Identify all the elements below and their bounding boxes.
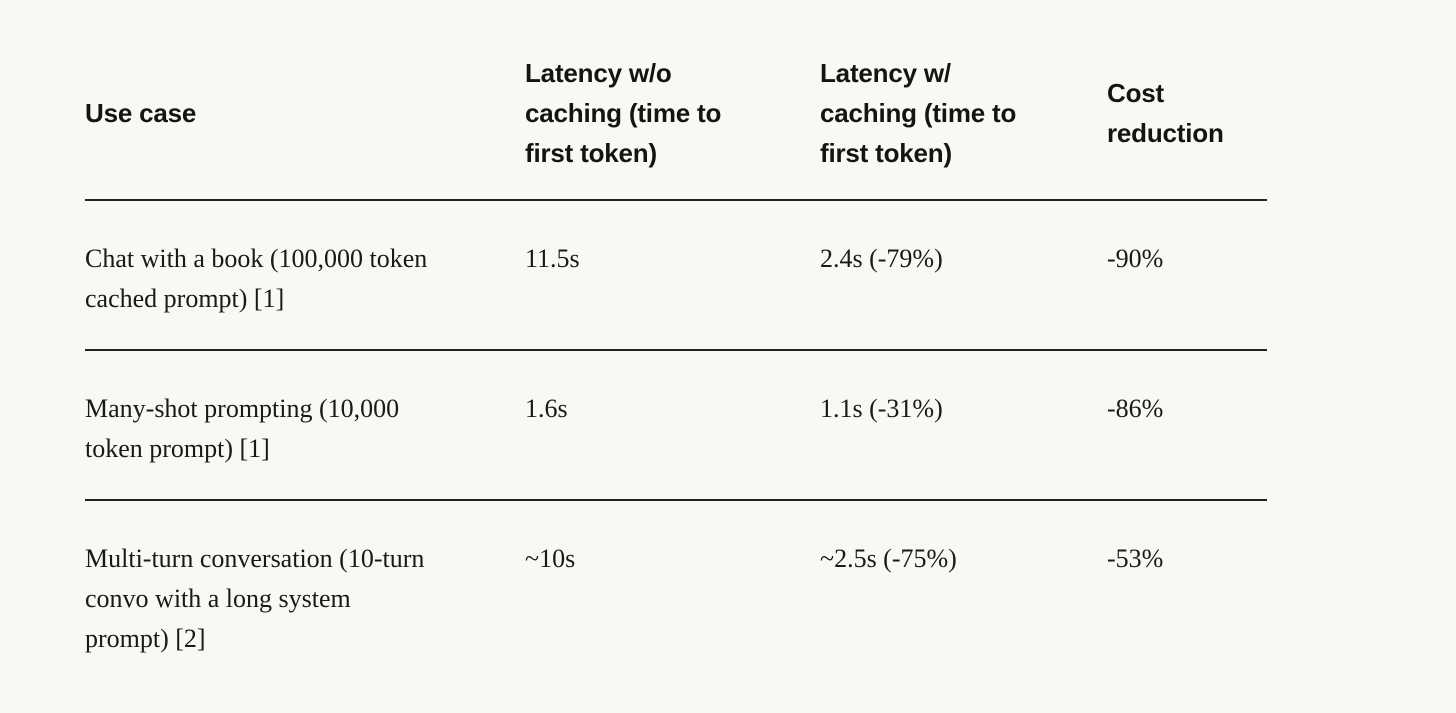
column-header-label: Cost reduction <box>1107 78 1224 148</box>
column-header-cost-reduction: Cost reduction <box>1107 53 1267 200</box>
column-header-latency-without-caching: Latency w/o caching (time to first token… <box>525 53 820 200</box>
use-case-cell: Many-shot prompting (10,000 token prompt… <box>85 350 525 500</box>
latency-with-caching-cell: 2.4s (-79%) <box>820 244 943 273</box>
column-header-label: Latency w/o caching (time to first token… <box>525 58 722 168</box>
use-case-text: Many-shot prompting (10,000 token prompt… <box>85 394 400 463</box>
use-case-cell: Multi-turn conversation (10-turn convo w… <box>85 500 525 689</box>
cost-reduction-cell: -90% <box>1107 244 1164 273</box>
use-case-text: Multi-turn conversation (10-turn convo w… <box>85 544 425 653</box>
table-row: Chat with a book (100,000 token cached p… <box>85 200 1267 350</box>
use-case-cell: Chat with a book (100,000 token cached p… <box>85 200 525 350</box>
column-header-latency-with-caching: Latency w/ caching (time to first token) <box>820 53 1107 200</box>
latency-without-caching-cell: 11.5s <box>525 244 580 273</box>
column-header-use-case: Use case <box>85 53 525 200</box>
cost-reduction-cell: -53% <box>1107 544 1164 573</box>
column-header-label: Latency w/ caching (time to first token) <box>820 58 1017 168</box>
use-case-text: Chat with a book (100,000 token cached p… <box>85 244 428 313</box>
caching-comparison-table: Use case Latency w/o caching (time to fi… <box>85 53 1267 689</box>
column-header-label: Use case <box>85 98 197 128</box>
cost-reduction-cell: -86% <box>1107 394 1164 423</box>
latency-without-caching-cell: ~10s <box>525 544 576 573</box>
latency-with-caching-cell: ~2.5s (-75%) <box>820 544 957 573</box>
latency-with-caching-cell: 1.1s (-31%) <box>820 394 943 423</box>
table-row: Multi-turn conversation (10-turn convo w… <box>85 500 1267 689</box>
latency-without-caching-cell: 1.6s <box>525 394 568 423</box>
table-header-row: Use case Latency w/o caching (time to fi… <box>85 53 1267 200</box>
table-row: Many-shot prompting (10,000 token prompt… <box>85 350 1267 500</box>
